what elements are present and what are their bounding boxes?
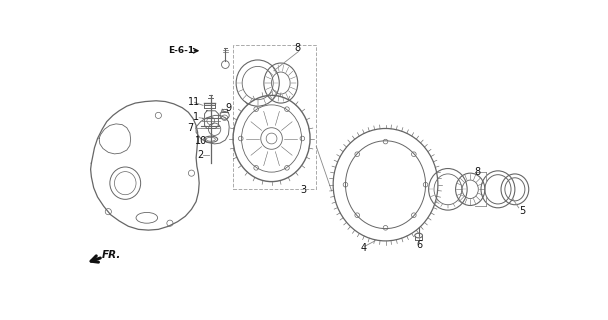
Bar	[233, 44, 316, 188]
Text: 6: 6	[416, 240, 423, 250]
Text: 11: 11	[188, 97, 200, 107]
Text: 8: 8	[475, 167, 481, 177]
Text: 2: 2	[197, 150, 203, 160]
Text: 3: 3	[300, 185, 306, 195]
Text: FR.: FR.	[102, 250, 122, 260]
Text: 8: 8	[295, 43, 301, 52]
Text: 10: 10	[195, 136, 207, 146]
Text: 5: 5	[519, 206, 526, 216]
Text: 9: 9	[226, 103, 232, 113]
Text: 4: 4	[361, 243, 367, 253]
Text: 1: 1	[193, 112, 199, 122]
Text: 7: 7	[188, 123, 194, 133]
Text: E-6-1: E-6-1	[168, 46, 195, 55]
